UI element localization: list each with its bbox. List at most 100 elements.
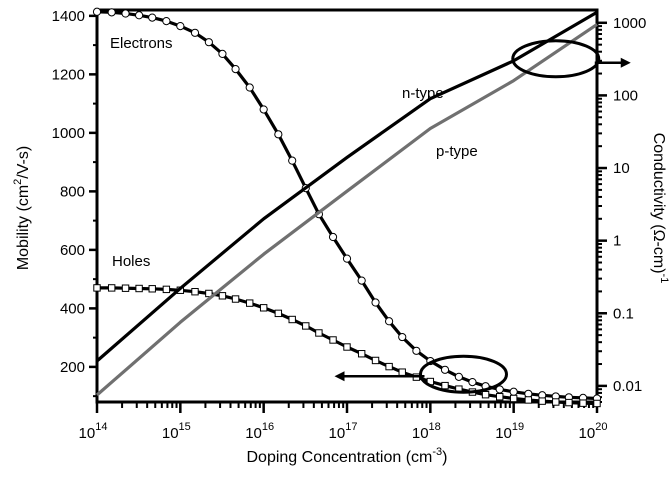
hole-point (288, 315, 296, 324)
hole-point (565, 398, 573, 407)
annotation-electrons: Electrons (110, 35, 173, 52)
electron-point (371, 298, 380, 307)
hole-point (329, 336, 337, 344)
y-left-tick-label: 1400 (52, 8, 85, 25)
hole-point (93, 284, 101, 292)
x-tick-label: 1020 (579, 421, 608, 442)
hole-point (509, 394, 518, 403)
callout-arrow-head (620, 57, 631, 68)
hole-point (371, 356, 380, 365)
hole-point (274, 309, 283, 318)
series-electrons (92, 7, 602, 403)
electron-point (121, 9, 130, 18)
hole-point (162, 285, 171, 294)
hole-point (357, 350, 366, 358)
hole-point (135, 284, 143, 293)
hole-point (302, 322, 310, 330)
callout-ellipse (418, 354, 508, 394)
series-holes (93, 284, 601, 408)
hole-point (552, 398, 560, 406)
electron-point (468, 378, 477, 387)
x-tick-label: 1016 (245, 421, 274, 442)
series-p-type (95, 23, 598, 397)
electron-point (176, 21, 185, 31)
hole-point (218, 292, 227, 300)
callout-arrow-head (334, 371, 345, 382)
electron-point (495, 385, 504, 394)
series-n-type (95, 10, 598, 363)
electron-point (92, 7, 102, 16)
hole-point (315, 329, 323, 337)
hole-point (593, 399, 601, 408)
hole-point (259, 304, 268, 312)
electron-point (384, 317, 394, 326)
x-tick-label: 1015 (162, 421, 191, 442)
hole-point (524, 396, 533, 404)
y-right-axis-title: Conductivity (Ω-cm)-1 (650, 133, 670, 284)
electron-point (412, 346, 421, 355)
hole-point (148, 285, 156, 293)
hole-point (191, 288, 199, 296)
hole-point (579, 399, 587, 407)
y-left-axis-title: Mobility (cm2/V-s) (12, 146, 32, 270)
hole-point (441, 381, 449, 390)
hole-point (538, 397, 546, 405)
y-right-tick-label: 1 (613, 233, 621, 250)
annotation-n-type: n-type (402, 85, 444, 102)
x-tick-label: 1018 (412, 421, 441, 442)
y-right-tick-label: 0.1 (613, 305, 634, 322)
series-line (95, 23, 598, 397)
electron-point (357, 276, 366, 285)
hole-point (246, 299, 254, 307)
electron-point (148, 13, 157, 22)
electron-point (342, 254, 352, 263)
annotation-holes: Holes (112, 253, 150, 270)
y-left-tick-label: 600 (60, 242, 85, 259)
hole-point (343, 343, 351, 351)
hole-point (121, 284, 130, 292)
y-left-tick-label: 1200 (52, 66, 85, 83)
x-tick-label: 1014 (79, 421, 108, 442)
callouts (334, 39, 631, 394)
hole-point (107, 284, 116, 292)
electron-point (162, 17, 171, 26)
hole-point (385, 362, 393, 371)
electron-point (190, 28, 200, 37)
y-right-tick-label: 10 (613, 160, 630, 177)
y-left-tick-label: 200 (60, 359, 85, 376)
y-right-tick-label: 0.01 (613, 378, 642, 395)
electron-point (218, 49, 227, 58)
electron-point (231, 64, 240, 74)
hole-point (481, 390, 490, 399)
electron-point (398, 332, 407, 342)
axis-ticks: 1014 1015 1016 1017 1018 1019 1020 200 400 600 800… (52, 8, 647, 442)
x-tick-label: 1017 (329, 421, 358, 442)
series-layer (92, 7, 602, 408)
callout-ellipse (511, 39, 601, 79)
electron-point (245, 83, 254, 92)
y-right-tick-label: 100 (613, 87, 638, 104)
electron-point (204, 38, 213, 47)
series-line (95, 10, 598, 363)
y-left-tick-label: 1000 (52, 125, 85, 142)
labels: Electrons Holes n-type p-type Doping Con… (12, 35, 670, 466)
annotation-p-type: p-type (436, 143, 478, 160)
hole-point (231, 295, 240, 303)
hole-point (496, 393, 504, 401)
electron-point (259, 105, 268, 114)
hole-point (398, 368, 406, 376)
electron-point (328, 232, 338, 242)
x-axis-title: Doping Concentration (cm-3) (247, 446, 448, 466)
electron-point (134, 11, 144, 20)
electron-point (274, 130, 283, 139)
y-left-tick-label: 800 (60, 183, 85, 200)
x-tick-label: 1019 (495, 421, 524, 442)
hole-point (205, 289, 213, 298)
electron-point (288, 156, 297, 165)
electron-point (454, 372, 463, 381)
y-left-tick-label: 400 (60, 300, 85, 317)
electron-point (509, 387, 518, 396)
electron-point (107, 8, 116, 17)
y-right-tick-label: 1000 (613, 15, 646, 32)
